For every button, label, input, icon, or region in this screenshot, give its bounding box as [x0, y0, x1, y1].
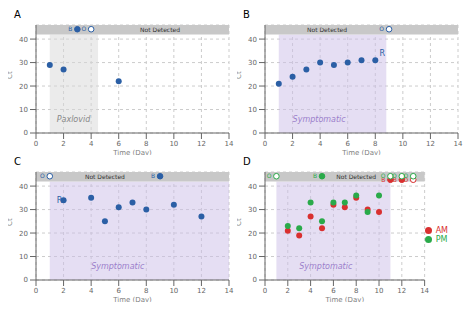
svg-text:0: 0	[253, 276, 257, 284]
svg-text:8: 8	[373, 140, 377, 148]
svg-text:20: 20	[19, 83, 28, 91]
svg-text:Symptomatic: Symptomatic	[293, 115, 347, 124]
svg-text:6: 6	[116, 287, 121, 295]
svg-text:Not Detected: Not Detected	[85, 173, 125, 180]
svg-text:30: 30	[19, 206, 28, 214]
svg-text:Paxlovid: Paxlovid	[57, 115, 92, 124]
svg-text:B: B	[392, 175, 397, 183]
html-text:B: B	[243, 9, 250, 20]
svg-text:10: 10	[169, 140, 178, 148]
svg-text:12: 12	[197, 287, 206, 295]
svg-text:Ct: Ct	[237, 71, 243, 79]
svg-text:R: R	[379, 49, 385, 58]
svg-text:40: 40	[248, 183, 257, 191]
svg-text:O: O	[392, 172, 397, 179]
svg-text:B: B	[151, 172, 155, 179]
svg-text:14: 14	[225, 287, 234, 295]
svg-text:40: 40	[19, 36, 28, 44]
svg-text:0: 0	[24, 129, 28, 137]
svg-text:2: 2	[290, 140, 294, 148]
svg-text:Time (Day): Time (Day)	[324, 296, 364, 302]
svg-text:Ct: Ct	[8, 71, 14, 79]
svg-text:Time (Day): Time (Day)	[112, 296, 152, 302]
svg-text:6: 6	[331, 287, 336, 295]
svg-text:10: 10	[19, 253, 28, 261]
svg-text:0: 0	[34, 140, 38, 148]
svg-text:8: 8	[354, 287, 358, 295]
svg-text:10: 10	[19, 106, 28, 114]
svg-text:10: 10	[398, 140, 407, 148]
svg-text:O: O	[40, 172, 45, 179]
svg-text:2: 2	[61, 140, 65, 148]
svg-text:14: 14	[454, 140, 463, 148]
svg-text:Ct: Ct	[237, 218, 243, 226]
svg-text:10: 10	[248, 106, 257, 114]
svg-text:10: 10	[169, 287, 178, 295]
svg-text:0: 0	[253, 129, 257, 137]
svg-text:4: 4	[89, 140, 94, 148]
svg-text:O: O	[379, 25, 384, 32]
svg-text:R: R	[57, 196, 63, 205]
html-text:PM: PM	[435, 235, 448, 244]
svg-text:6: 6	[345, 140, 350, 148]
svg-text:Symptomatic: Symptomatic	[91, 262, 145, 271]
svg-text:O: O	[81, 25, 86, 32]
svg-text:Symptomatic: Symptomatic	[299, 262, 353, 271]
svg-text:Ct: Ct	[8, 218, 14, 226]
svg-text:10: 10	[248, 253, 257, 261]
svg-text:30: 30	[19, 59, 28, 67]
svg-text:O: O	[381, 172, 386, 179]
svg-text:30: 30	[248, 206, 257, 214]
svg-text:10: 10	[375, 287, 384, 295]
svg-text:B: B	[313, 172, 317, 179]
svg-text:40: 40	[19, 183, 28, 191]
svg-text:8: 8	[144, 287, 148, 295]
svg-text:14: 14	[420, 287, 429, 295]
svg-text:B: B	[68, 25, 72, 32]
svg-text:0: 0	[24, 276, 28, 284]
svg-text:Not Detected: Not Detected	[307, 26, 347, 33]
svg-text:30: 30	[248, 59, 257, 67]
svg-text:40: 40	[248, 36, 257, 44]
svg-text:6: 6	[116, 140, 121, 148]
svg-text:4: 4	[89, 287, 94, 295]
svg-text:4: 4	[308, 287, 313, 295]
svg-text:0: 0	[263, 287, 267, 295]
svg-text:2: 2	[286, 287, 290, 295]
svg-text:0: 0	[263, 140, 267, 148]
svg-text:O: O	[403, 172, 408, 179]
svg-text:B: B	[381, 175, 386, 183]
svg-text:12: 12	[197, 140, 206, 148]
svg-text:8: 8	[144, 140, 148, 148]
html-text:C: C	[14, 156, 21, 167]
html-text:D: D	[243, 156, 251, 167]
svg-text:O: O	[267, 172, 272, 179]
svg-text:20: 20	[248, 83, 257, 91]
svg-text:Not Detected: Not Detected	[140, 26, 180, 33]
svg-text:Time (Day): Time (Day)	[341, 149, 381, 155]
svg-text:Not Detected: Not Detected	[336, 173, 376, 180]
svg-text:Time (Day): Time (Day)	[112, 149, 152, 155]
html-text:AM: AM	[435, 226, 448, 235]
svg-text:12: 12	[397, 287, 406, 295]
svg-text:2: 2	[61, 287, 65, 295]
svg-text:0: 0	[34, 287, 38, 295]
html-text:A: A	[14, 9, 21, 20]
svg-text:20: 20	[19, 230, 28, 238]
svg-text:12: 12	[426, 140, 435, 148]
svg-text:4: 4	[318, 140, 323, 148]
svg-text:14: 14	[225, 140, 234, 148]
svg-text:20: 20	[248, 230, 257, 238]
